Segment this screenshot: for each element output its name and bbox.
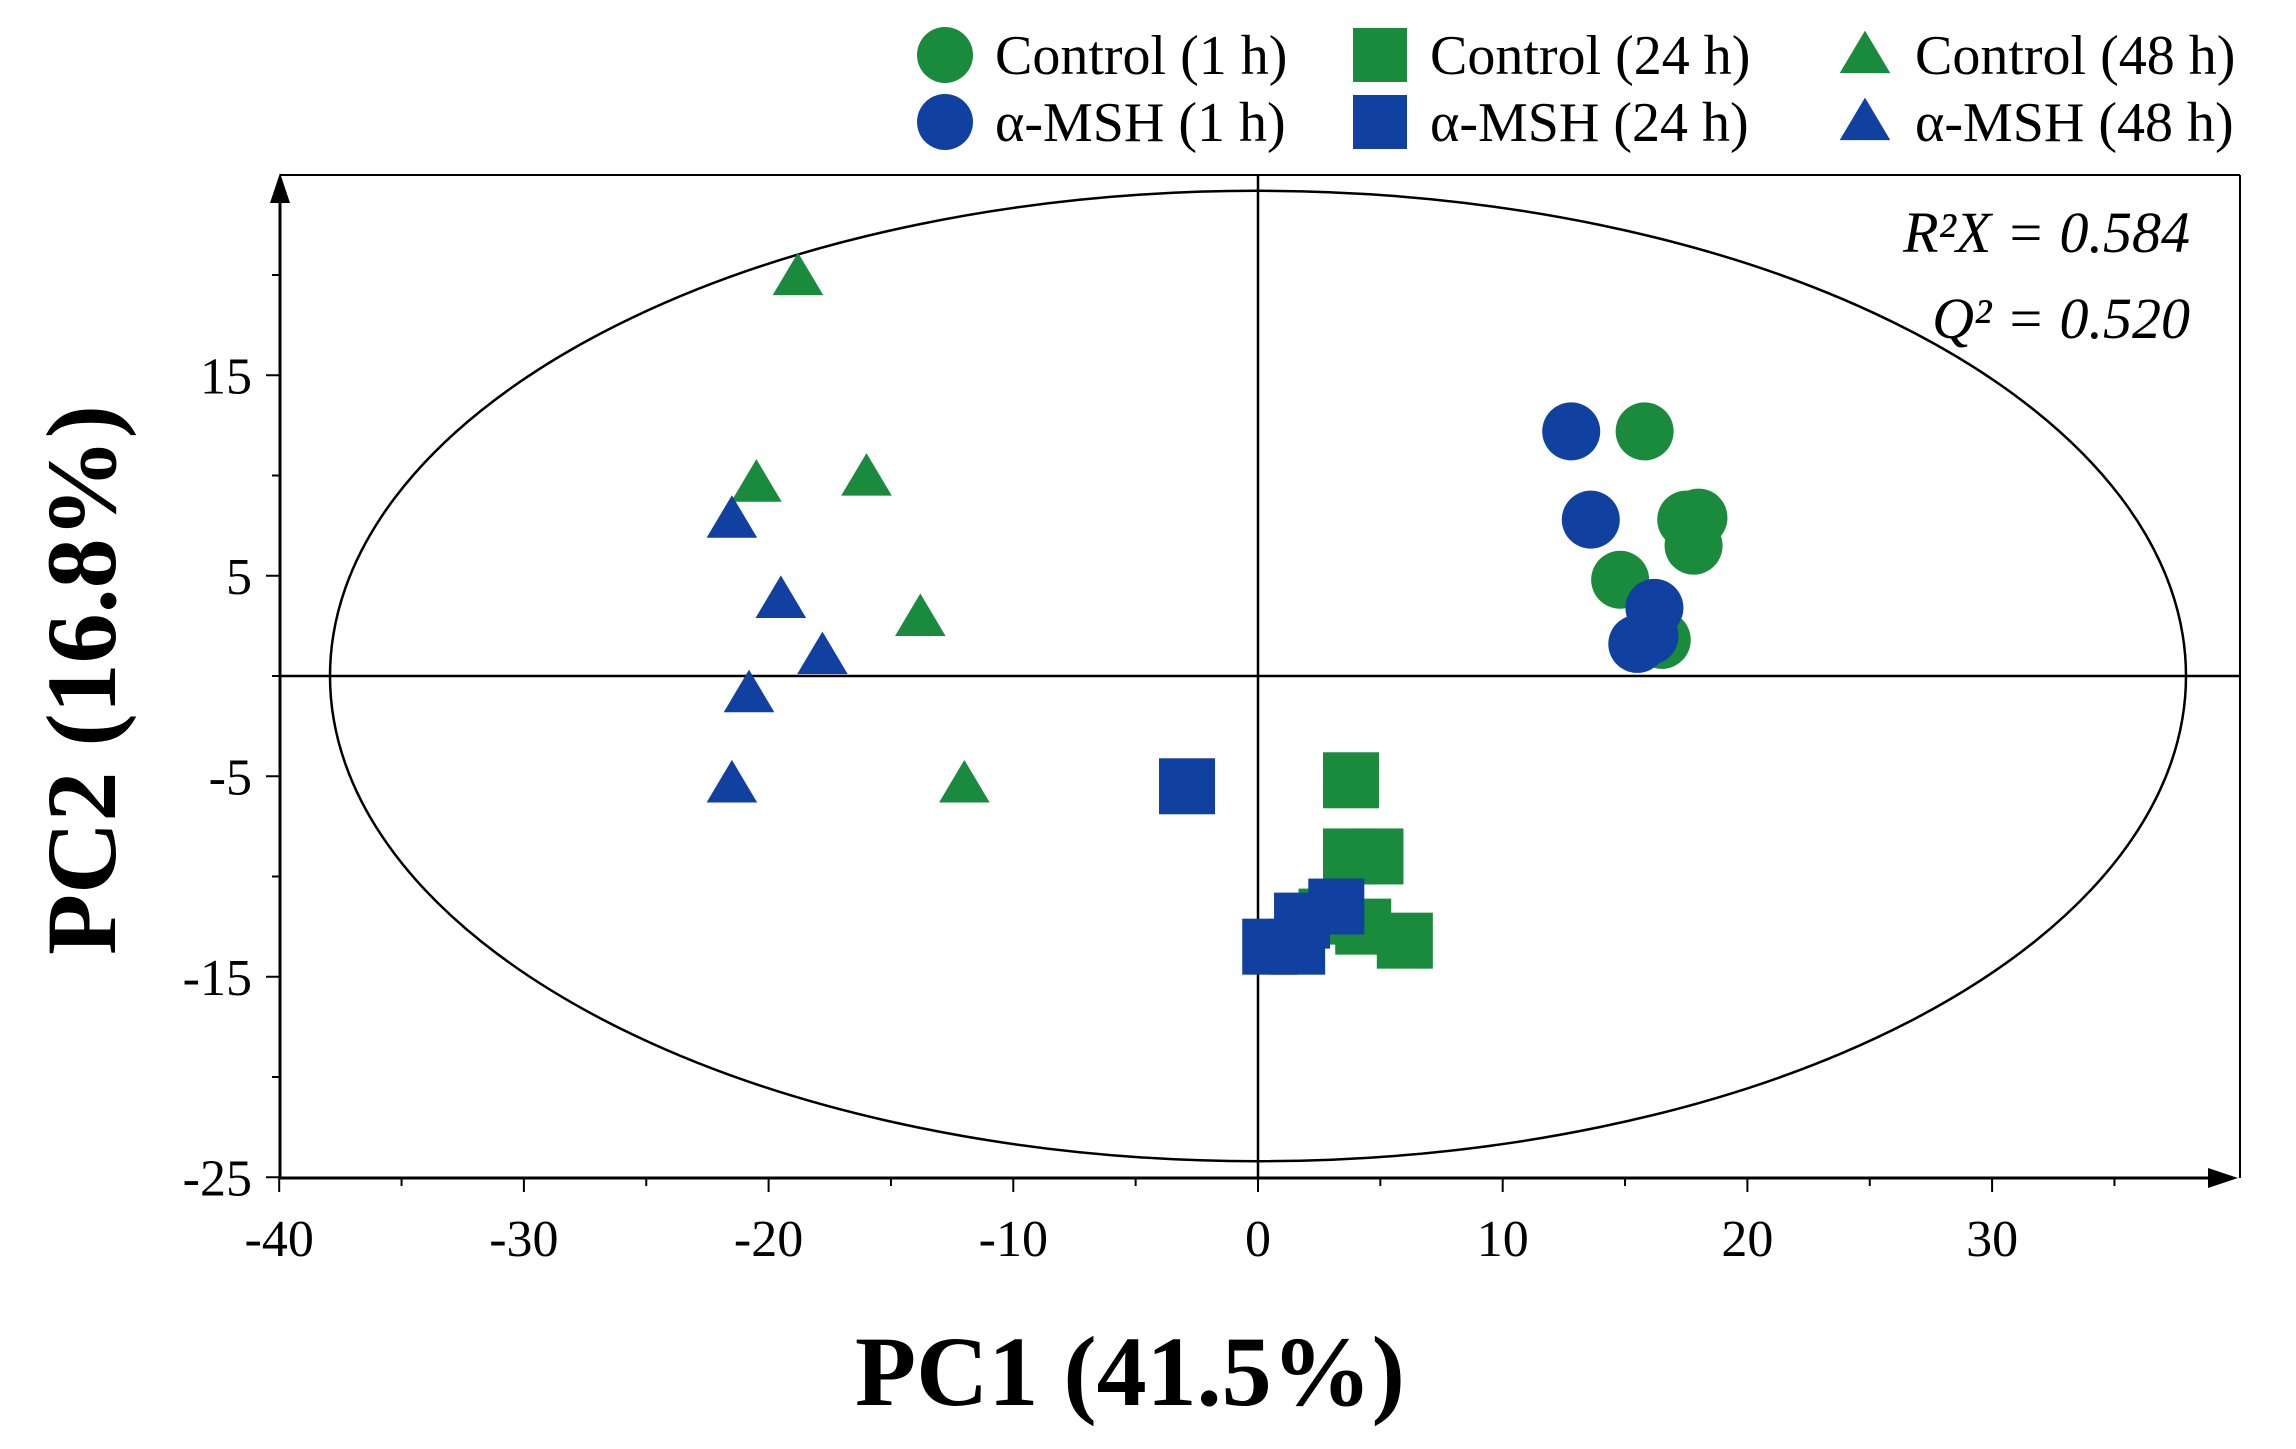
data-point xyxy=(1347,828,1404,885)
legend-label: Control (1 h) xyxy=(995,25,1287,87)
data-point xyxy=(939,759,990,803)
data-points xyxy=(706,252,1728,975)
y-tick-label: -15 xyxy=(183,950,252,1007)
data-point xyxy=(1608,614,1667,673)
legend-marker xyxy=(1839,97,1891,141)
data-point xyxy=(706,759,758,803)
x-tick-label: -40 xyxy=(245,1211,314,1268)
x-tick-label: -30 xyxy=(489,1211,558,1268)
data-point xyxy=(723,669,775,713)
x-tick-label: 0 xyxy=(1245,1211,1271,1268)
y-axis-title: PC2 (16.8%) xyxy=(26,405,137,955)
axis-ticks: -40 -30 -20 -10 0 10 20 30 15 5 -5 -15 -25 xyxy=(183,274,2116,1268)
x-axis-arrow-icon xyxy=(2208,1168,2238,1188)
legend-marker xyxy=(917,27,973,83)
data-point xyxy=(1561,490,1620,549)
data-point xyxy=(772,252,824,296)
plot-frame xyxy=(270,173,2241,1188)
y-tick-label: 15 xyxy=(200,348,252,405)
data-point xyxy=(755,575,807,618)
data-point xyxy=(841,453,892,496)
y-axis-arrow-icon xyxy=(270,173,290,203)
legend-label: Control (24 h) xyxy=(1430,25,1750,87)
data-point xyxy=(895,593,946,637)
data-point xyxy=(1322,752,1379,809)
y-tick-label: -5 xyxy=(209,749,252,806)
data-point xyxy=(706,495,758,538)
legend-marker xyxy=(1839,30,1891,74)
y-tick-label: 5 xyxy=(226,549,252,606)
legend-label: α-MSH (24 h) xyxy=(1430,92,1749,154)
data-point xyxy=(1542,402,1601,461)
legend-marker xyxy=(1353,95,1407,149)
legend-marker xyxy=(917,94,973,150)
data-point xyxy=(1376,912,1433,969)
legend: Control (1 h) Control (24 h) Control (48 h… xyxy=(917,25,2235,154)
legend-label: α-MSH (48 h) xyxy=(1915,92,2234,154)
data-point xyxy=(731,459,782,502)
x-tick-label: 30 xyxy=(1966,1211,2018,1268)
x-tick-label: -10 xyxy=(979,1211,1048,1268)
data-point xyxy=(1615,402,1674,461)
q2-annotation: Q² = 0.520 xyxy=(1932,286,2190,351)
data-point xyxy=(797,631,848,675)
data-point xyxy=(1269,918,1326,975)
legend-label: Control (48 h) xyxy=(1915,25,2235,87)
x-tick-label: 20 xyxy=(1721,1211,1773,1268)
data-point xyxy=(1664,516,1723,575)
reference-lines xyxy=(280,175,2240,1178)
r2x-annotation: R²X = 0.584 xyxy=(1902,200,2190,265)
legend-label: α-MSH (1 h) xyxy=(995,92,1286,154)
x-axis-title: PC1 (41.5%) xyxy=(855,1316,1405,1427)
y-tick-label: -25 xyxy=(183,1150,252,1207)
data-point xyxy=(1159,758,1216,815)
x-tick-label: 10 xyxy=(1477,1211,1529,1268)
legend-marker xyxy=(1353,28,1407,82)
x-tick-label: -20 xyxy=(734,1211,803,1268)
